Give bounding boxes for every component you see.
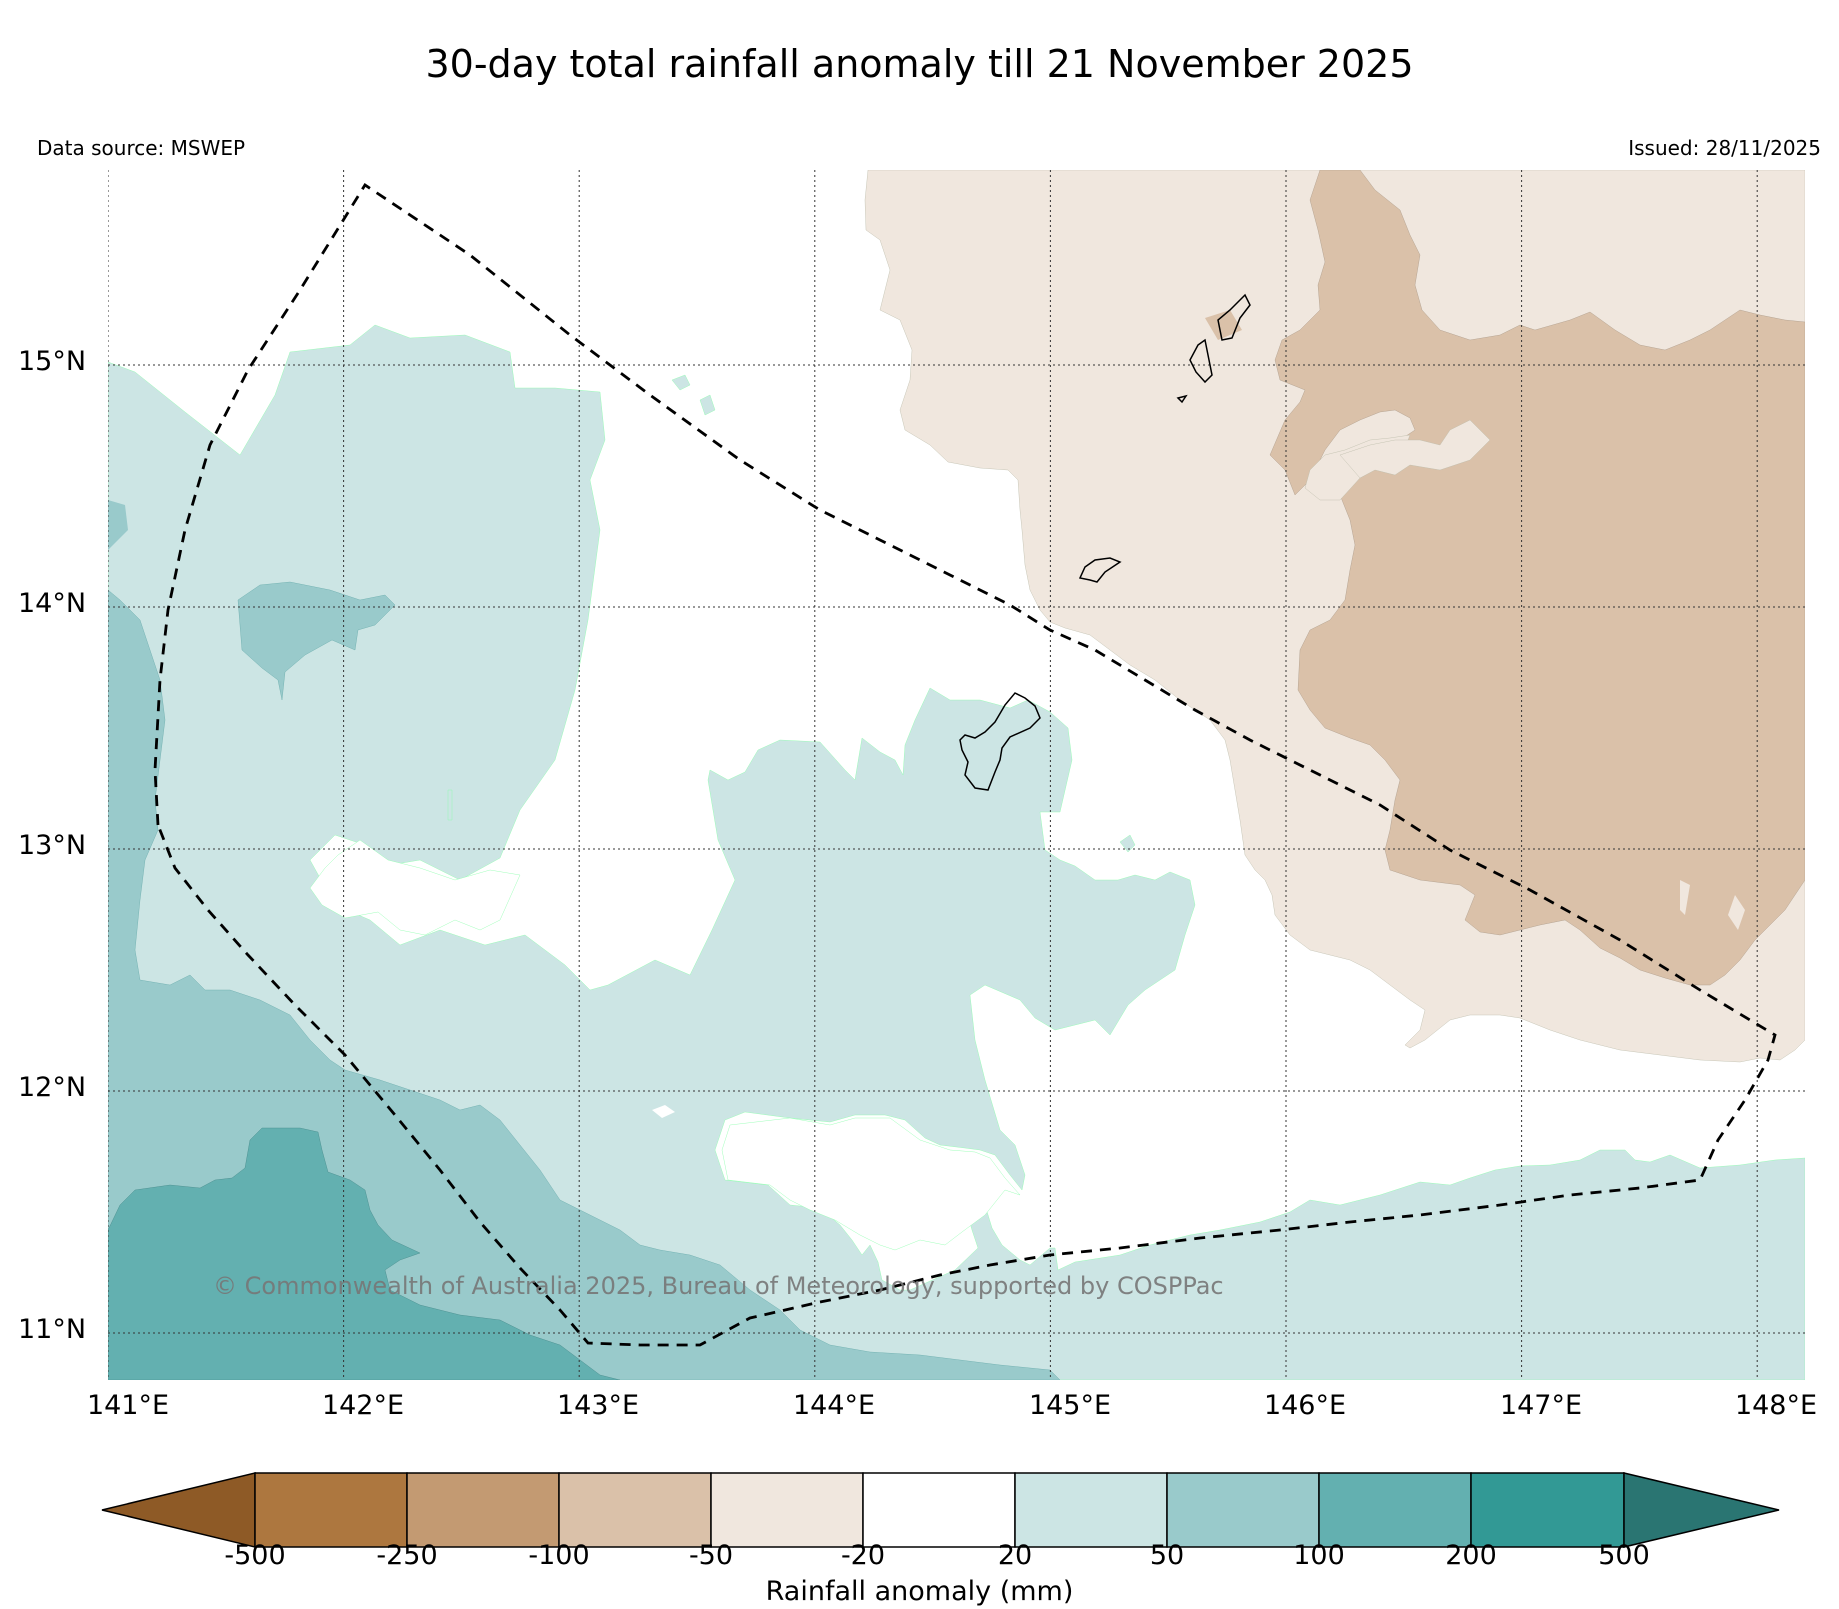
colorbar-swatch (254, 1472, 408, 1548)
eez-boundary (153, 183, 1777, 1347)
lat-tick-label: 11°N (18, 1314, 87, 1345)
colorbar-tick-label: 200 (1445, 1540, 1497, 1571)
colorbar (101, 1472, 1780, 1548)
teal-islet (671, 374, 691, 391)
lon-tick-label: 144°E (792, 1390, 876, 1421)
colorbar-tick-label: -50 (688, 1540, 734, 1571)
island-outline (1217, 293, 1251, 341)
island-outline (959, 692, 1041, 791)
lat-tick-label: 14°N (18, 588, 87, 619)
colorbar-tick-label: 50 (1149, 1540, 1185, 1571)
lon-tick-label: 147°E (1499, 1390, 1583, 1421)
graticule (108, 170, 1805, 1380)
lon-tick-label: 143°E (556, 1390, 640, 1421)
island-coastlines (959, 293, 1251, 791)
anomaly-region-minus50-minus20-inlet2 (1339, 419, 1491, 479)
anomaly-region-minus100-minus50 (1269, 170, 1805, 986)
lon-tick-label: 145°E (1028, 1390, 1112, 1421)
colorbar-swatch (862, 1472, 1016, 1548)
anomaly-region-100-200 (108, 1127, 621, 1380)
colorbar-tick-label: -500 (224, 1540, 286, 1571)
colorbar-tick-label: -250 (376, 1540, 438, 1571)
lat-tick-label: 12°N (18, 1072, 87, 1103)
anomaly-region-20-50 (108, 324, 1805, 1380)
lon-tick-label: 142°E (321, 1390, 405, 1421)
colorbar-tick-label: 20 (997, 1540, 1033, 1571)
island-outline (1078, 557, 1122, 583)
colorbar-swatch (1166, 1472, 1320, 1548)
lat-tick-label: 15°N (18, 346, 87, 377)
teal-islet (699, 394, 716, 416)
teal-islet (447, 789, 453, 821)
colorbar-extend-low (101, 1472, 256, 1548)
colorbar-swatch (558, 1472, 712, 1548)
anomaly-region-neutral-hole-south (721, 1117, 1021, 1251)
colorbar-tick-label: 100 (1293, 1540, 1345, 1571)
anomaly-region-neutral-islet (652, 1105, 675, 1118)
colorbar-swatch (1470, 1472, 1625, 1548)
lon-tick-label: 146°E (1263, 1390, 1347, 1421)
data-source-label: Data source: MSWEP (37, 136, 246, 160)
colorbar-tick-label: 500 (1598, 1540, 1650, 1571)
anomaly-region-minus50-minus20-notch (1680, 880, 1745, 930)
issued-date-label: Issued: 28/11/2025 (1628, 136, 1821, 160)
colorbar-swatch (1318, 1472, 1472, 1548)
brown-islet (1205, 310, 1242, 340)
anomaly-region-50-100-north (237, 581, 396, 701)
colorbar-swatch (710, 1472, 864, 1548)
copyright-notice: © Commonwealth of Australia 2025, Bureau… (213, 1272, 1224, 1300)
colorbar-swatch (1014, 1472, 1168, 1548)
lat-tick-label: 13°N (18, 830, 87, 861)
island-outline (1189, 338, 1213, 384)
colorbar-swatch (406, 1472, 560, 1548)
lon-tick-label: 148°E (1734, 1390, 1818, 1421)
island-outline (1176, 394, 1188, 404)
lon-tick-label: 141°E (86, 1390, 170, 1421)
anomaly-region-50-100-west (108, 500, 128, 550)
map-title: 30-day total rainfall anomaly till 21 No… (425, 42, 1414, 86)
colorbar-tick-label: -20 (840, 1540, 886, 1571)
teal-islet (1119, 834, 1136, 853)
anomaly-region-neutral-hole (309, 839, 521, 936)
colorbar-title: Rainfall anomaly (mm) (765, 1576, 1074, 1607)
colorbar-tick-label: -100 (528, 1540, 590, 1571)
colorbar-extend-high (1623, 1472, 1780, 1548)
